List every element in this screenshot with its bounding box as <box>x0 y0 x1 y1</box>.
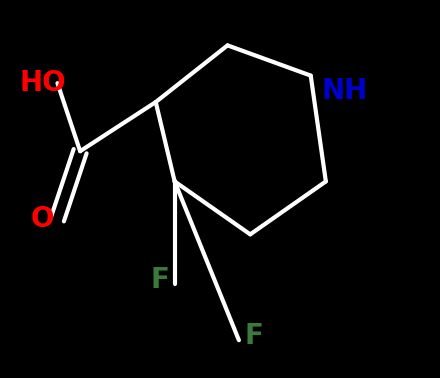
Text: F: F <box>150 266 169 294</box>
Text: NH: NH <box>322 77 368 105</box>
Text: F: F <box>245 322 264 350</box>
Text: HO: HO <box>19 69 66 97</box>
Text: O: O <box>31 205 54 233</box>
